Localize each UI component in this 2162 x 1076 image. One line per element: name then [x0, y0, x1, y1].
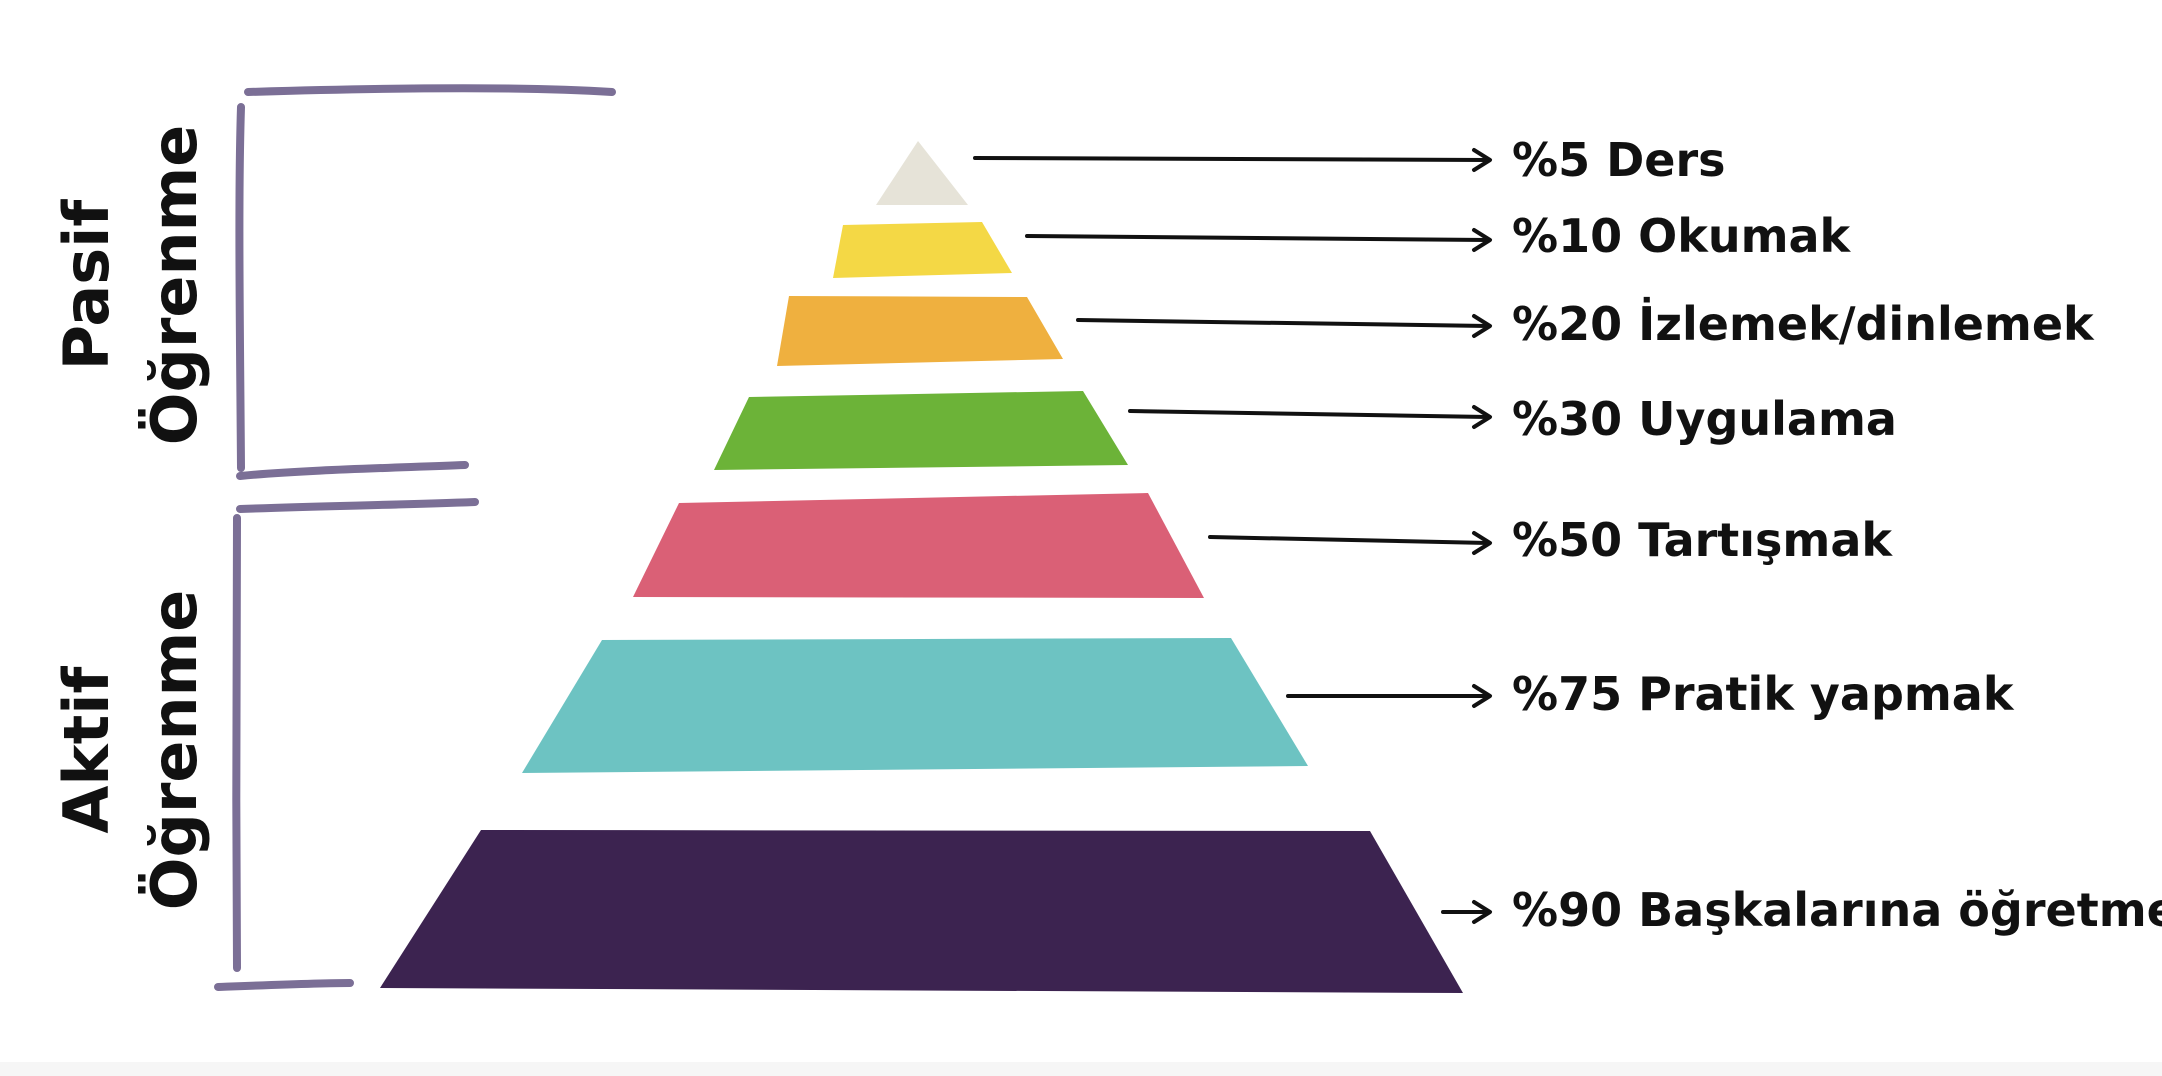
label-ders: %5 Ders: [1512, 133, 1726, 187]
label-ogretmek: %90 Başkalarına öğretmek: [1512, 883, 2162, 937]
passive-group-label: Pasif Öğrenme: [50, 125, 211, 446]
label-tartismak: %50 Tartışmak: [1512, 513, 1893, 567]
passive-group-line2: Öğrenme: [138, 125, 211, 446]
pyramid-layer-pratik: [522, 638, 1308, 773]
label-izlemek: %20 İzlemek/dinlemek: [1512, 297, 2095, 351]
label-uygulama: %30 Uygulama: [1512, 392, 1897, 446]
label-okumak: %10 Okumak: [1512, 209, 1852, 263]
arrow-ogretmek: [1441, 900, 1492, 924]
pyramid-layer-tartismak: [633, 493, 1204, 598]
arrow-tartismak: [1208, 531, 1492, 555]
arrow-okumak: [1025, 228, 1492, 252]
passive-bracket: [235, 84, 616, 480]
pyramid-layer-okumak: [833, 222, 1012, 278]
active-group-line2: Öğrenme: [138, 590, 211, 911]
label-pratik: %75 Pratik yapmak: [1512, 667, 2015, 721]
layer-labels: %5 Ders %10 Okumak %20 İzlemek/dinlemek …: [1512, 133, 2162, 937]
pyramid: [380, 141, 1463, 993]
arrow-uygulama: [1128, 405, 1492, 429]
pyramid-layer-ogretmek: [380, 830, 1463, 993]
pyramid-layer-ders: [876, 141, 968, 205]
active-group-line1: Aktif: [50, 665, 123, 833]
passive-group-line1: Pasif: [50, 199, 123, 371]
pyramid-layer-izlemek: [777, 296, 1063, 366]
arrows: [973, 148, 1492, 924]
active-bracket: [214, 498, 479, 991]
arrow-ders: [973, 148, 1492, 172]
arrow-izlemek: [1076, 314, 1492, 338]
arrow-pratik: [1286, 684, 1492, 708]
pyramid-layer-uygulama: [714, 391, 1128, 470]
active-group-label: Aktif Öğrenme: [50, 590, 211, 911]
bottom-band: [0, 1062, 2162, 1076]
